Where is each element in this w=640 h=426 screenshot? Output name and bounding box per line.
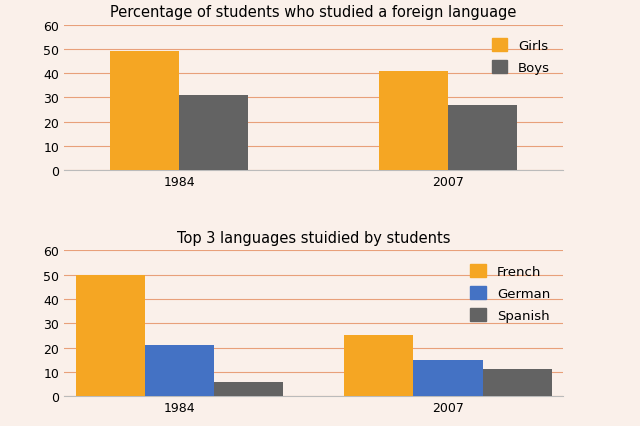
Bar xyxy=(344,336,413,396)
Bar xyxy=(448,106,517,171)
Bar xyxy=(483,369,552,396)
Legend: French, German, Spanish: French, German, Spanish xyxy=(464,257,557,329)
Title: Top 3 languages stuidied by students: Top 3 languages stuidied by students xyxy=(177,230,451,245)
Bar xyxy=(145,345,214,396)
Bar xyxy=(179,96,248,171)
Bar xyxy=(76,275,145,396)
Bar xyxy=(379,72,448,171)
Legend: Girls, Boys: Girls, Boys xyxy=(485,32,557,81)
Title: Percentage of students who studied a foreign language: Percentage of students who studied a for… xyxy=(111,5,516,20)
Bar xyxy=(110,52,179,171)
Bar xyxy=(214,382,283,396)
Bar xyxy=(413,360,483,396)
